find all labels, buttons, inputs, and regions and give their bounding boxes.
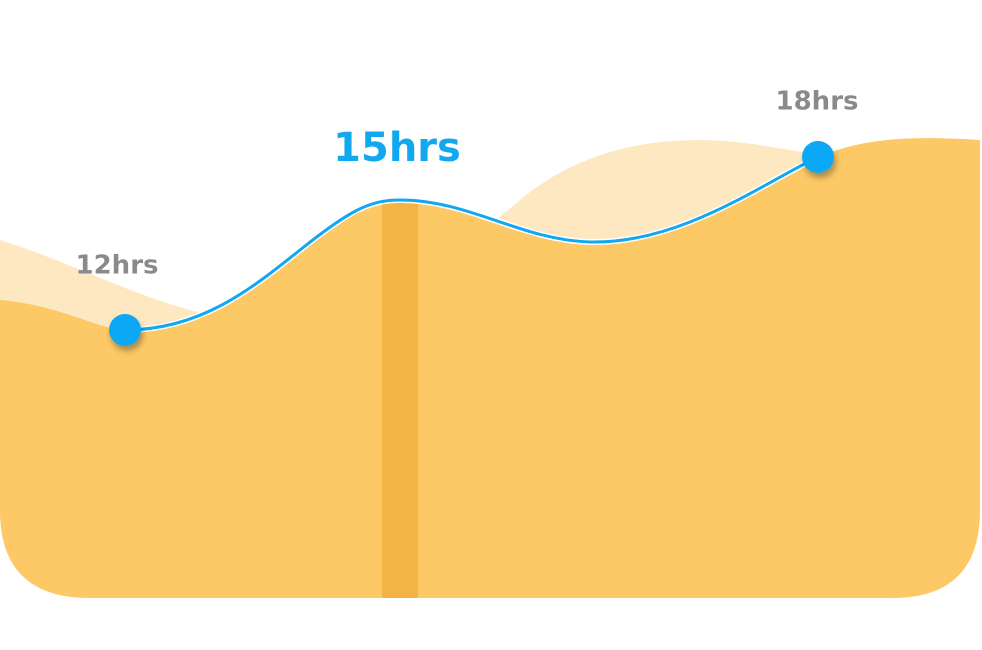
point-label: 12hrs: [76, 251, 159, 281]
line: [124, 155, 819, 332]
point-marker: [802, 141, 834, 173]
point-marker: [109, 314, 141, 346]
highlight-stripe: [382, 138, 418, 598]
point-label: 18hrs: [776, 87, 859, 117]
highlight-label: 15hrs: [333, 125, 461, 171]
